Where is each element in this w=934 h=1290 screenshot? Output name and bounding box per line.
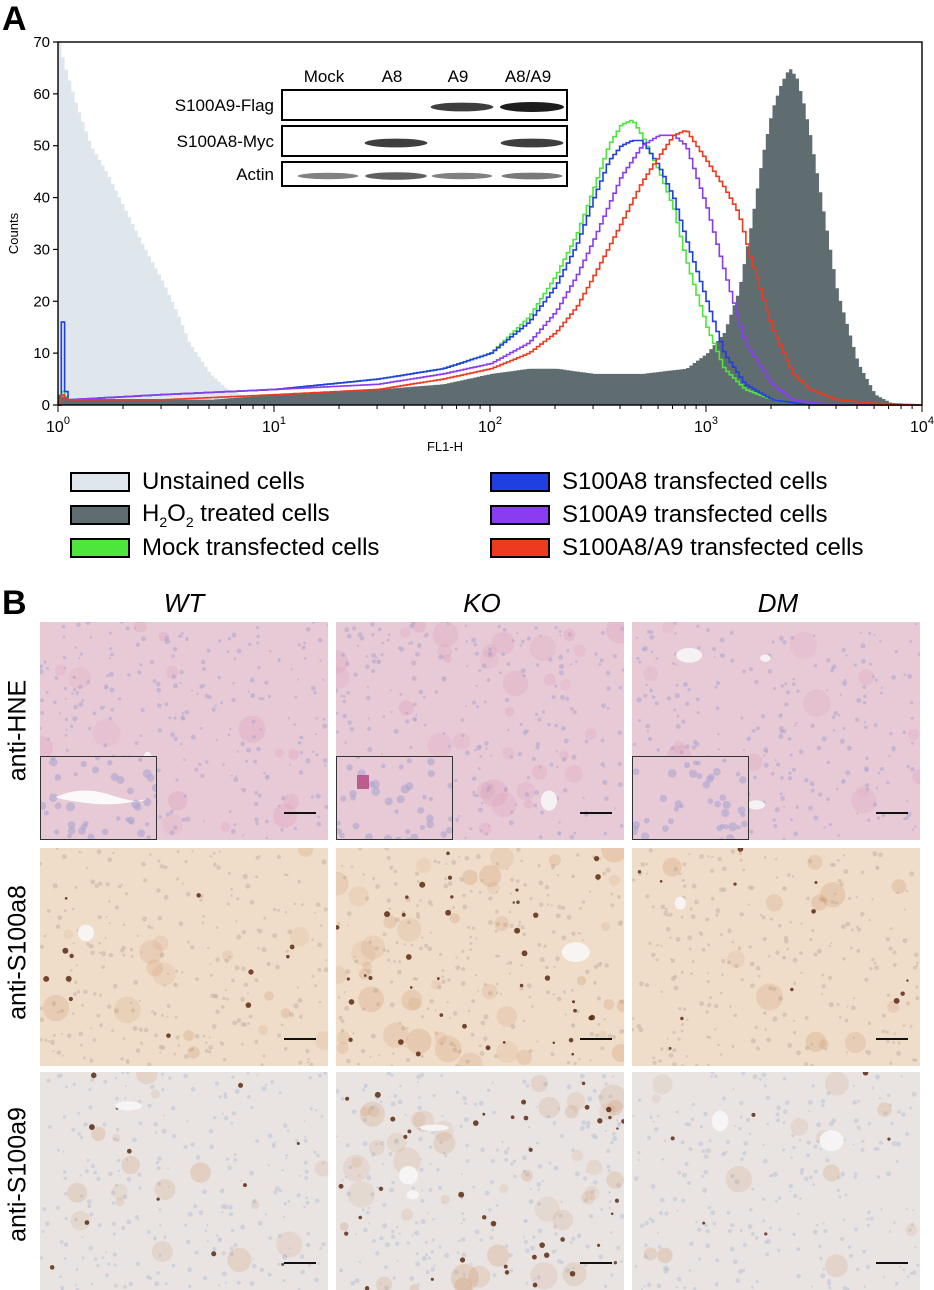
legend-item-s100a8-a9: S100A8/A9 transfected cells [490,532,864,564]
scale-bar [580,1038,612,1040]
legend-item-mock: Mock transfected cells [70,532,379,564]
scale-bar [284,1262,316,1264]
scale-bar [284,812,316,814]
axes-layer: 0 10 20 30 40 50 60 70 100 101 102 103 104 FL1-H Count… [6,34,934,454]
row-label-s100a8: anti-S100a8 [3,885,32,1020]
column-title-dm: DM [757,588,799,618]
y-tick-label: 40 [33,190,50,207]
scale-bar [580,1262,612,1264]
legend-label: S100A8/A9 transfected cells [562,534,864,561]
micrograph-anti-s100a8-ko [336,848,624,1066]
legend-label: S100A9 transfected cells [562,501,828,528]
magnified-inset [632,756,749,840]
panel-label-b: B [2,584,27,622]
y-tick-label: 50 [33,138,50,155]
y-tick-label: 30 [33,241,50,258]
legend-label: Unstained cells [142,468,305,495]
series-s100a9-transfected-cells [58,134,922,406]
scale-bar [876,812,908,814]
column-title-wt: WT [163,588,205,618]
legend-item-s100a9: S100A9 transfected cells [490,499,828,531]
y-tick-label: 60 [33,86,50,103]
scale-bar [284,1038,316,1040]
column-title-ko: KO [463,588,501,618]
legend-label-h2o2: H2O2 treated cells [142,500,330,530]
legend-item-s100a8: S100A8 transfected cells [490,466,828,498]
micrograph-anti-hne-wt [40,622,328,840]
micrograph-anti-s100a9-ko [336,1072,624,1290]
chart-legend: Unstained cells H2O2 treated cells Mock … [70,466,930,566]
panel-label-a: A [2,0,27,38]
micrograph-anti-s100a8-dm [632,848,920,1066]
legend-swatch [490,538,550,558]
x-tick-label: 100 [46,415,70,436]
legend-item-unstained: Unstained cells [70,466,305,498]
y-tick-label: 70 [33,34,50,51]
legend-swatch [490,505,550,525]
micrograph-anti-hne-ko [336,622,624,840]
y-tick-label: 20 [33,293,50,310]
x-tick-label: 104 [910,415,934,436]
y-axis-label: Counts [6,212,21,254]
x-tick-label: 102 [478,415,502,436]
row-label-hne: anti-HNE [3,679,32,782]
scale-bar [876,1038,908,1040]
micrograph-anti-s100a9-wt [40,1072,328,1290]
legend-label: S100A8 transfected cells [562,468,828,495]
y-tick-label: 10 [33,345,50,362]
magnified-inset [40,756,157,840]
magnified-inset [336,756,453,840]
series-unstained-cells [58,42,922,405]
micrograph-anti-s100a8-wt [40,848,328,1066]
legend-swatch [70,472,130,492]
series-s100a8-a9-transfected-cells [58,130,923,406]
legend-swatch [490,472,550,492]
x-tick-label: 101 [262,415,286,436]
y-tick-label: 0 [42,397,50,414]
x-tick-label: 103 [694,415,718,436]
scale-bar [580,812,612,814]
row-label-s100a9: anti-S100a9 [3,1107,32,1242]
scale-bar [876,1262,908,1264]
micrograph-anti-s100a9-dm [632,1072,920,1290]
flow-cytometry-histogram: 0 10 20 30 40 50 60 70 100 101 102 103 104 FL1-H Count… [6,34,934,454]
legend-swatch [70,505,130,525]
legend-item-h2o2: H2O2 treated cells [70,499,330,531]
micrograph-anti-hne-dm [632,622,920,840]
legend-swatch [70,538,130,558]
x-axis-label: FL1-H [427,439,463,454]
series-h2o2-treated-cells [58,69,922,405]
legend-label: Mock transfected cells [142,534,380,561]
series-layer [58,42,923,406]
